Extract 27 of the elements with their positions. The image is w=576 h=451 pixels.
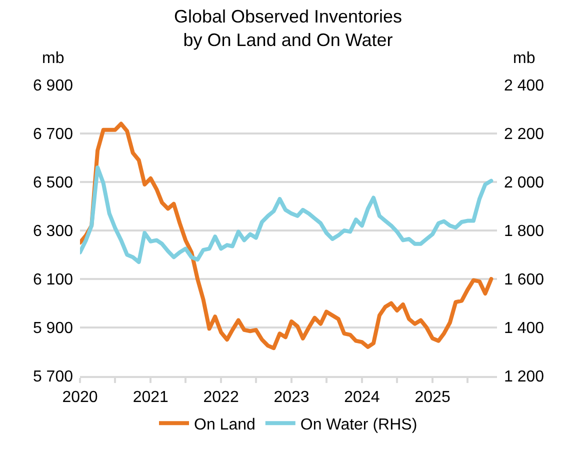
x-tick-label: 2022: [203, 388, 239, 406]
x-tick-label: 2021: [132, 388, 169, 406]
line-series: [80, 165, 494, 264]
y-tick-label: 5 700: [32, 368, 74, 386]
chart-title: Global Observed Inventories by On Land and On Water: [174, 6, 402, 50]
y-axis-title: mb: [42, 50, 64, 67]
y2-tick-label: 1 200: [504, 368, 544, 386]
x-tick-label: 2024: [344, 388, 380, 406]
y-tick-label: 6 300: [32, 223, 74, 240]
y2-tick-label: 1 800: [504, 223, 544, 240]
y-tick-label: 6 700: [32, 126, 74, 144]
x-tick-label: 2023: [274, 388, 310, 406]
y-tick-label: 6 100: [32, 272, 74, 289]
y2-tick-label: 2 000: [504, 174, 544, 192]
y2-tick-label: 2 200: [504, 126, 544, 144]
y-tick-label: 5 900: [32, 320, 74, 338]
y2-tick-label: 2 400: [504, 78, 544, 95]
legend-label: On Water (RHS): [300, 416, 418, 434]
x-tick-label: 2025: [414, 388, 450, 406]
x-tick-label: 2020: [62, 388, 98, 406]
y2-tick-label: 1 400: [504, 320, 544, 338]
legend-label: On Land: [194, 416, 256, 434]
y-tick-label: 6 900: [32, 78, 74, 95]
line-series: [80, 122, 494, 350]
y2-axis-title: mb: [513, 50, 536, 67]
y-tick-label: 6 500: [32, 174, 74, 192]
y2-tick-label: 1 600: [504, 272, 544, 289]
